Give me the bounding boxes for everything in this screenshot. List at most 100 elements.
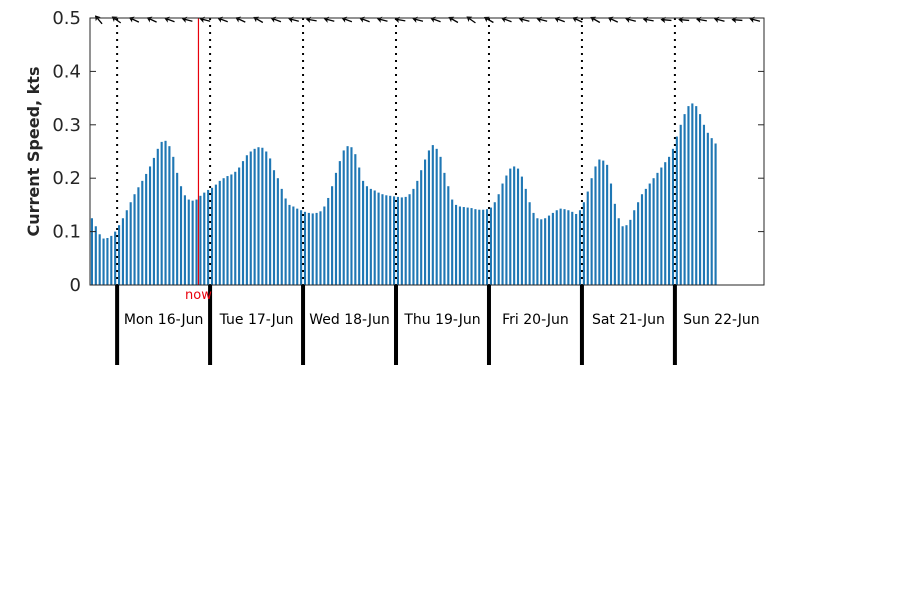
bar <box>563 209 566 285</box>
direction-arrow-icon <box>95 15 103 25</box>
bar <box>408 194 411 285</box>
bar <box>389 195 392 285</box>
bar <box>555 210 558 285</box>
y-axis-label: Current Speed, kts <box>24 67 43 237</box>
bar <box>687 106 690 285</box>
bar <box>443 172 446 285</box>
bar <box>528 202 531 285</box>
bar <box>629 219 632 285</box>
bar <box>168 146 171 285</box>
bar <box>396 196 400 285</box>
direction-arrow-icon <box>128 16 140 23</box>
day-label: Thu 19-Jun <box>403 312 480 328</box>
direction-arrow-icon <box>466 16 476 24</box>
direction-arrow-icon <box>253 16 264 24</box>
bar <box>110 235 113 285</box>
bar <box>586 191 589 285</box>
bar <box>323 206 326 285</box>
y-tick-label: 0.2 <box>52 168 81 189</box>
bar <box>447 186 450 285</box>
bar <box>148 166 152 285</box>
bar <box>191 200 194 285</box>
bar <box>187 199 190 285</box>
bar <box>660 167 663 285</box>
direction-arrow-icon <box>217 16 228 23</box>
day-axis: Mon 16-Jun Tue 17-Jun Wed 18-Jun Thu 19-Jun… <box>115 285 760 365</box>
bar <box>424 159 427 285</box>
bar <box>125 210 128 285</box>
bar-series <box>90 103 717 286</box>
bar <box>710 138 713 285</box>
bar <box>176 172 179 285</box>
bar <box>606 164 609 285</box>
direction-arrow-icon <box>181 16 193 23</box>
bar <box>365 186 369 285</box>
bar <box>404 196 407 285</box>
direction-arrow-icon <box>376 16 388 23</box>
y-tick-label: 0.3 <box>52 115 81 136</box>
bar <box>152 157 155 285</box>
bar <box>327 197 330 285</box>
direction-arrow-icon <box>448 16 459 24</box>
direction-arrow-icon <box>501 16 512 23</box>
direction-arrow-icon <box>483 16 494 24</box>
bar <box>296 208 299 285</box>
bar <box>269 158 272 285</box>
bar <box>602 160 605 285</box>
bar <box>420 170 423 285</box>
bar <box>652 178 655 285</box>
bar <box>133 194 136 285</box>
bar <box>377 192 380 285</box>
bar <box>509 168 512 285</box>
day-label: Sat 21-Jun <box>592 312 665 328</box>
bar <box>226 176 229 285</box>
bar <box>532 212 535 285</box>
plot-frame <box>89 17 765 286</box>
bar <box>513 166 516 285</box>
bar <box>381 194 384 285</box>
bar <box>702 124 706 285</box>
bar <box>288 204 291 285</box>
bar <box>338 161 341 285</box>
direction-arrow-icon <box>731 16 743 24</box>
bar <box>540 219 543 285</box>
bar <box>342 150 345 285</box>
direction-arrow-icon <box>590 16 601 24</box>
bar <box>164 140 167 285</box>
bar <box>245 155 248 285</box>
bar <box>261 147 264 285</box>
bar <box>578 210 582 285</box>
now-marker-label: now <box>185 288 212 303</box>
bar <box>238 167 241 285</box>
y-tick-label: 0.5 <box>52 8 81 29</box>
bar <box>257 147 260 285</box>
bar <box>303 211 307 285</box>
bar <box>691 103 694 285</box>
bar <box>640 194 644 285</box>
bar <box>350 147 353 285</box>
bar <box>241 161 245 285</box>
bar <box>102 238 105 285</box>
y-axis: 0 0.1 0.2 0.3 0.4 0.5 <box>52 8 764 296</box>
bar <box>637 202 640 285</box>
direction-arrow-icon <box>341 16 353 23</box>
bar <box>582 202 585 285</box>
day-divider-lines <box>116 18 676 285</box>
direction-arrow-icon <box>359 16 370 23</box>
bar <box>547 215 551 285</box>
bar <box>203 192 206 285</box>
bar <box>276 178 279 285</box>
bar <box>648 183 651 285</box>
bar <box>617 218 620 285</box>
day-label: Tue 17-Jun <box>219 312 294 328</box>
y-tick-label: 0.1 <box>52 222 81 243</box>
bar <box>117 225 121 285</box>
bar <box>300 210 303 285</box>
bar <box>106 238 109 285</box>
bar <box>431 145 434 285</box>
bar <box>222 178 225 285</box>
day-label: Wed 18-Jun <box>309 312 390 328</box>
bar <box>400 197 403 285</box>
direction-arrow-icon <box>146 16 157 23</box>
bar <box>94 226 97 285</box>
